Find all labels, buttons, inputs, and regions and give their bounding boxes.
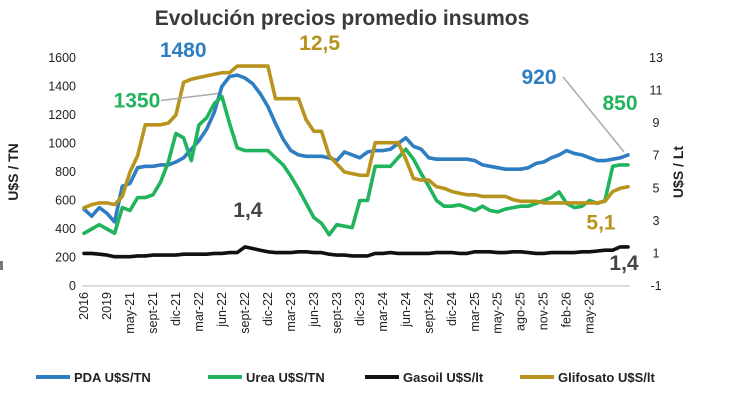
x-axis-tick-label: sept-21 <box>146 292 160 334</box>
annotations-layer: 1480 1350 12,5 1,4 920 850 5,1 1,4 <box>114 32 639 275</box>
x-axis-tick-label: jun-24 <box>399 292 413 328</box>
x-axis-tick-label: nov-25 <box>537 292 551 330</box>
x-axis-tick-label: mar-22 <box>192 292 206 332</box>
right-axis-tick-label: 9 <box>653 116 660 130</box>
pda-series-line <box>82 73 630 224</box>
x-axis-tick-label: may-26 <box>583 292 597 334</box>
x-axis-tick-label: ago-25 <box>514 292 528 331</box>
data-label-urea: 1350 <box>114 90 161 113</box>
left-axis-tick-label: 0 <box>69 279 76 293</box>
edge-marker <box>0 261 3 270</box>
chart-legend: PDA U$S/TN Urea U$S/TN Gasoil U$S/lt Glifos… <box>36 370 655 385</box>
x-axis-tick-label: mar-23 <box>284 292 298 332</box>
left-axis-tick-label: 800 <box>55 165 76 179</box>
left-axis-tick-label: 200 <box>55 251 76 265</box>
x-axis-tick-label: mar-25 <box>468 292 482 332</box>
right-axis-tick-label: 5 <box>653 181 660 195</box>
right-axis-tick-label: -1 <box>650 279 661 293</box>
data-label-gasoil: 1,4 <box>609 252 639 275</box>
data-label-glifosato: 12,5 <box>299 32 340 55</box>
x-axis-tick-label: sept-22 <box>238 292 252 334</box>
right-axis-title: U$S / Lt <box>670 146 686 198</box>
x-axis-tick-label: may-21 <box>123 292 137 334</box>
right-axis-tick-label: 1 <box>653 246 660 260</box>
left-axis-tick-label: 1400 <box>48 80 76 94</box>
annotation-connector <box>160 92 218 102</box>
left-axis-tick-label: 1000 <box>48 137 76 151</box>
chart-axes: 02004006008001000120014001600-1135791113… <box>5 51 686 334</box>
x-axis-tick-label: sept-23 <box>330 292 344 334</box>
series-layer <box>82 64 630 259</box>
x-axis-tick-label: may-25 <box>491 292 505 334</box>
data-label-glifosato: 5,1 <box>586 212 616 235</box>
legend-label-gasoil: Gasoil U$S/lt <box>403 370 484 385</box>
data-label-urea: 850 <box>602 92 637 115</box>
left-axis-tick-label: 600 <box>55 194 76 208</box>
x-axis-tick-label: dic-22 <box>261 292 275 326</box>
urea-series-line <box>82 94 630 237</box>
chart-title: Evolución precios promedio insumos <box>155 7 530 30</box>
legend-label-glifosato: Glifosato U$S/lt <box>558 370 655 385</box>
x-axis-tick-label: 2016 <box>77 292 91 320</box>
x-axis-tick-label: dic-23 <box>353 292 367 326</box>
left-axis-tick-label: 1600 <box>48 51 76 65</box>
x-axis-tick-label: feb-26 <box>560 292 574 327</box>
right-axis-tick-label: 13 <box>649 51 663 65</box>
x-axis-tick-label: sept-24 <box>422 292 436 334</box>
data-label-pda: 1480 <box>160 39 207 62</box>
left-axis-title: U$S / TN <box>5 143 21 201</box>
data-label-gasoil: 1,4 <box>233 199 263 222</box>
glifosato-series-line <box>82 64 630 210</box>
gasoil-series-line <box>82 245 630 259</box>
x-axis-tick-label: dic-24 <box>445 292 459 326</box>
right-axis-tick-label: 11 <box>650 84 663 98</box>
legend-label-pda: PDA U$S/TN <box>74 370 151 385</box>
left-axis-tick-label: 1200 <box>48 108 76 122</box>
data-label-pda: 920 <box>521 66 556 89</box>
x-axis-tick-label: dic-21 <box>169 292 183 326</box>
annotation-connector <box>562 76 625 153</box>
right-axis-tick-label: 3 <box>653 214 660 228</box>
x-axis-tick-label: 2019 <box>100 292 114 320</box>
x-axis-tick-label: jun-22 <box>215 292 229 328</box>
left-axis-tick-label: 400 <box>55 222 76 236</box>
x-axis-tick-label: mar-24 <box>376 292 390 332</box>
right-axis-tick-label: 7 <box>653 149 660 163</box>
legend-label-urea: Urea U$S/TN <box>246 370 325 385</box>
x-axis-tick-label: jun-23 <box>307 292 321 328</box>
